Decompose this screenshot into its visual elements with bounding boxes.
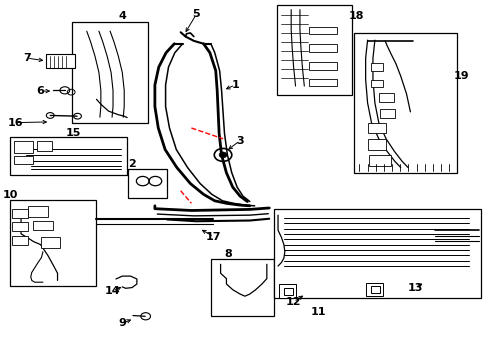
Bar — [12, 222, 28, 231]
Bar — [37, 140, 52, 150]
Text: 10: 10 — [2, 190, 18, 201]
Text: 18: 18 — [348, 12, 364, 22]
Text: 3: 3 — [236, 136, 244, 145]
Bar — [370, 80, 382, 87]
Bar — [379, 93, 393, 102]
Bar — [370, 63, 382, 71]
Bar — [368, 155, 390, 166]
Text: 2: 2 — [128, 159, 136, 169]
Bar — [308, 62, 337, 69]
Bar — [308, 27, 337, 34]
Bar — [33, 221, 53, 230]
Bar — [276, 5, 351, 95]
Bar — [41, 237, 60, 248]
Text: 12: 12 — [285, 297, 301, 307]
Bar — [284, 288, 292, 295]
Bar — [14, 141, 33, 153]
Text: 11: 11 — [310, 307, 326, 317]
Bar — [10, 137, 127, 175]
Circle shape — [219, 152, 226, 158]
Bar — [10, 200, 95, 286]
Bar — [380, 109, 394, 118]
Bar — [308, 78, 337, 86]
Text: 17: 17 — [205, 232, 221, 242]
Bar — [12, 209, 28, 218]
Bar — [367, 123, 386, 134]
Bar — [28, 206, 48, 217]
Bar — [210, 259, 274, 316]
Bar — [371, 286, 380, 293]
Bar — [72, 22, 147, 123]
Bar — [274, 209, 480, 298]
Text: 6: 6 — [37, 86, 44, 96]
Text: 1: 1 — [231, 80, 239, 90]
Text: 5: 5 — [192, 9, 200, 19]
Bar — [308, 44, 337, 51]
Bar — [12, 236, 28, 245]
Bar — [279, 284, 295, 298]
Text: 19: 19 — [452, 71, 468, 81]
Text: 15: 15 — [66, 128, 81, 138]
Text: 13: 13 — [407, 283, 422, 293]
Bar — [354, 33, 456, 173]
Text: 9: 9 — [118, 319, 126, 328]
Bar — [128, 169, 167, 198]
Text: 4: 4 — [118, 12, 126, 22]
Bar — [46, 54, 74, 68]
Bar — [365, 283, 382, 296]
Bar — [367, 139, 386, 149]
Bar — [14, 156, 33, 163]
Text: 7: 7 — [23, 53, 31, 63]
Text: 16: 16 — [7, 118, 23, 128]
Text: 14: 14 — [104, 286, 120, 296]
Text: 8: 8 — [224, 249, 231, 259]
